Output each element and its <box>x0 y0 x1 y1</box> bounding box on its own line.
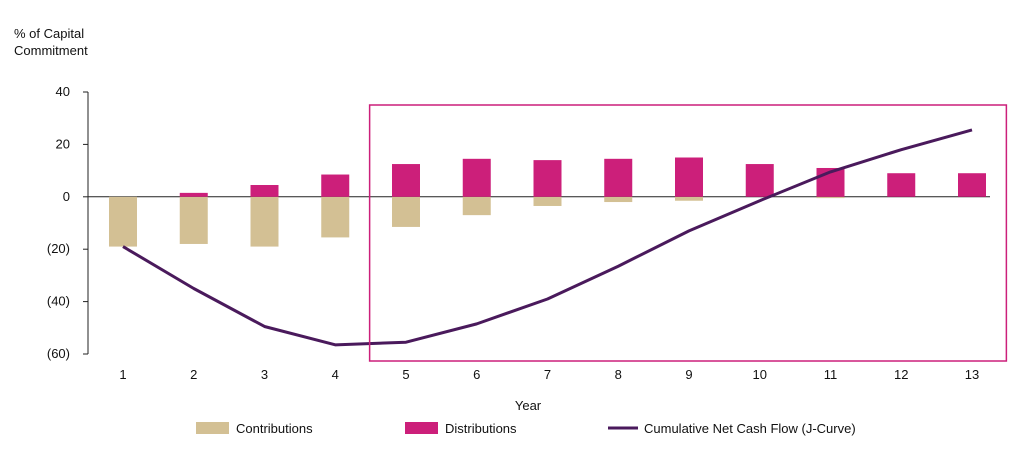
contributions-bar <box>109 196 137 247</box>
distributions-bar <box>958 173 986 197</box>
distributions-bar <box>887 173 916 197</box>
x-tick-label: 11 <box>824 367 838 382</box>
x-tick-label: 5 <box>402 367 409 382</box>
legend-label-contributions: Contributions <box>236 421 313 436</box>
contributions-bar <box>392 196 420 227</box>
contributions-bar <box>533 196 562 206</box>
x-tick-label: 10 <box>753 367 767 382</box>
x-tick-label: 1 <box>119 367 126 382</box>
x-tick-label: 7 <box>544 367 551 382</box>
y-axis-title-line-2: Commitment <box>14 43 88 58</box>
distributions-bar <box>533 160 562 197</box>
contributions-bar <box>675 196 703 201</box>
y-axis-title-line-1: % of Capital <box>14 26 84 41</box>
distributions-bar <box>745 164 774 197</box>
x-tick-label: 13 <box>965 367 979 382</box>
highlight-box <box>368 104 1008 362</box>
x-tick-label: 6 <box>473 367 480 382</box>
distributions-bar <box>179 192 208 197</box>
contributions-bar <box>462 196 491 216</box>
y-tick-label: (20) <box>47 241 70 256</box>
contributions-bar <box>604 196 633 203</box>
distributions-bar <box>675 157 703 197</box>
x-axis-title: Year <box>515 398 542 413</box>
distributions-bar <box>462 158 491 197</box>
x-tick-label: 4 <box>332 367 339 382</box>
legend-label-distributions: Distributions <box>445 421 517 436</box>
y-tick-label: 20 <box>56 136 70 151</box>
x-tick-label: 9 <box>685 367 692 382</box>
x-tick-label: 12 <box>894 367 908 382</box>
distributions-bar <box>392 164 420 197</box>
contributions-bar <box>321 196 350 238</box>
y-tick-label: 40 <box>56 84 70 99</box>
distributions-bar <box>604 158 633 197</box>
y-tick-label: 0 <box>63 189 70 204</box>
legend-swatch-distributions <box>405 422 438 434</box>
legend-swatch-contributions <box>196 422 229 434</box>
legend: Contributions Distributions Cumulative Net… <box>196 421 856 436</box>
y-tick-label: (60) <box>47 346 70 361</box>
distributions-bar <box>321 174 350 197</box>
contributions-bar <box>250 196 279 247</box>
x-tick-label: 2 <box>190 367 197 382</box>
y-tick-label: (40) <box>47 294 70 309</box>
x-tick-label: 3 <box>261 367 268 382</box>
x-tick-label: 8 <box>615 367 622 382</box>
j-curve-line <box>122 128 973 347</box>
distributions-bar <box>250 185 279 197</box>
legend-label-cumulative-net-cash-flow-j-curve: Cumulative Net Cash Flow (J-Curve) <box>644 421 856 436</box>
contributions-bar <box>816 196 845 199</box>
contributions-bar <box>179 196 208 244</box>
